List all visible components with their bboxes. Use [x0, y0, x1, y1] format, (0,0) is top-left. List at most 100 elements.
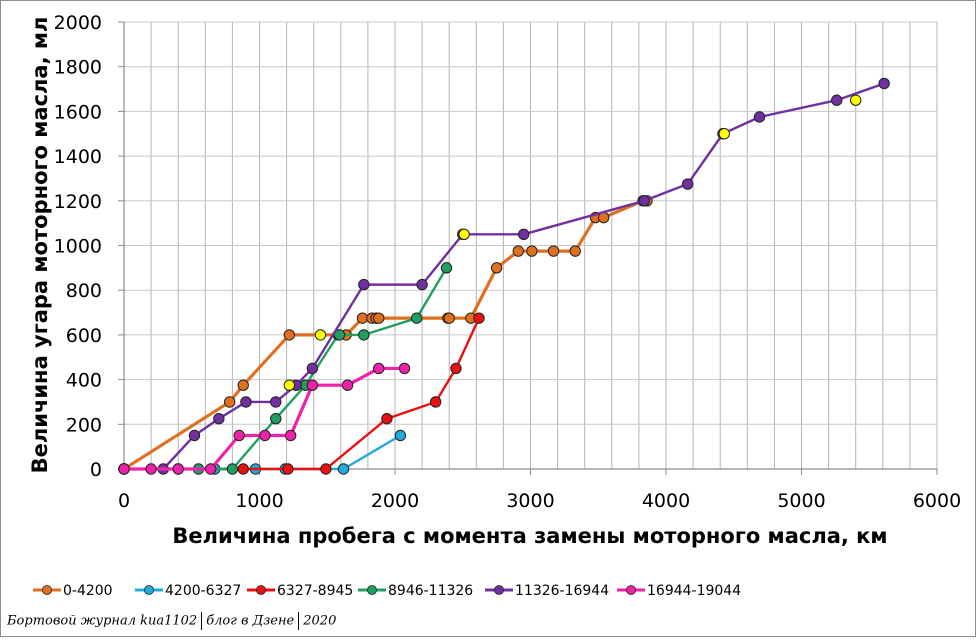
data-point [223, 396, 236, 408]
legend-marker-icon [256, 585, 266, 595]
footer-year: 2020 [303, 613, 337, 629]
y-tick-label: 1800 [54, 57, 102, 79]
x-axis-title: Величина пробега с момента замены моторн… [172, 524, 887, 548]
highlight-point [718, 128, 730, 140]
data-point [450, 362, 462, 375]
footer-separator [201, 612, 203, 630]
legend-item-11326-16944[interactable]: 11326-16944 [485, 583, 609, 599]
data-point [259, 429, 271, 442]
highlight-point [458, 228, 470, 241]
data-point [473, 312, 485, 324]
y-tick-label: 600 [66, 325, 102, 347]
highlight-point [283, 379, 296, 391]
chart-grid [124, 21, 938, 469]
legend-item-0-4200[interactable]: 0-4200 [33, 583, 113, 599]
series-line [124, 317, 481, 471]
data-point [512, 245, 525, 257]
data-point [283, 329, 296, 341]
legend-marker-icon [42, 585, 52, 595]
data-point [518, 228, 530, 241]
data-point [443, 312, 455, 324]
legend-marker-icon [494, 585, 504, 595]
data-point [118, 463, 130, 475]
x-tick-label: 6000 [913, 490, 961, 512]
y-tick-label: 800 [66, 280, 102, 302]
data-point [356, 312, 369, 324]
y-axis-title: Величина угара моторного масла, мл [28, 17, 52, 474]
data-point [681, 178, 694, 190]
legend-label: 8946-11326 [388, 583, 473, 599]
data-point [240, 396, 252, 408]
data-point [172, 463, 184, 475]
y-tick-label: 0 [90, 459, 102, 481]
x-tick-label: 3000 [506, 490, 554, 512]
data-point [320, 463, 332, 475]
data-point [337, 463, 350, 475]
data-point [358, 278, 370, 291]
data-point [440, 262, 453, 274]
data-point [306, 379, 319, 391]
data-point [398, 362, 411, 375]
series-16944-19044 [118, 362, 411, 475]
data-point [306, 362, 319, 375]
highlight-point [314, 329, 327, 341]
data-point [270, 396, 282, 408]
data-point [358, 329, 370, 341]
y-tick-label: 1200 [54, 191, 102, 213]
series-line [124, 366, 405, 471]
data-point [410, 312, 423, 324]
data-point [569, 245, 581, 257]
data-point [284, 429, 297, 442]
footer-credit: Бортовой журнал kиа1102 блог в Дзене 2020 [7, 612, 336, 630]
data-point [213, 413, 225, 425]
x-tick-label: 1000 [235, 490, 283, 512]
legend-marker-icon [144, 585, 154, 595]
data-point [205, 463, 217, 475]
tick-labels: 0 200 400 600 800 1000 1200 1400 1600 1800 2000 0 10… [54, 12, 962, 512]
data-point [490, 262, 503, 274]
data-point [526, 245, 538, 257]
footer-journal: Бортовой журнал kиа1102 [7, 613, 198, 629]
y-tick-label: 2000 [54, 12, 102, 34]
legend-item-16944-19044[interactable]: 16944-19044 [617, 583, 741, 599]
data-point [270, 413, 282, 425]
x-tick-label: 0 [118, 490, 130, 512]
footer-separator [298, 612, 300, 630]
data-point [373, 312, 385, 324]
data-point [237, 379, 249, 391]
data-point [638, 195, 651, 207]
footer-blog: блог в Дзене [206, 613, 295, 629]
data-point [373, 362, 385, 375]
legend-label: 16944-19044 [647, 583, 741, 599]
legend-item-6327-8945[interactable]: 6327-8945 [247, 583, 353, 599]
data-point [753, 111, 766, 123]
highlight-point [850, 94, 862, 106]
y-tick-label: 1600 [54, 101, 102, 123]
series-line [124, 82, 885, 471]
y-tick-label: 1400 [54, 146, 102, 168]
data-point [282, 463, 294, 475]
legend-label: 4200-6327 [165, 583, 241, 599]
data-point [416, 278, 428, 291]
series-6327-8945 [118, 312, 485, 475]
data-point [429, 396, 442, 408]
legend-label: 0-4200 [63, 583, 113, 599]
legend-item-8946-11326[interactable]: 8946-11326 [358, 583, 473, 599]
legend-marker-icon [626, 585, 636, 595]
legend: 0-4200 4200-6327 6327-8945 8946-11326 11326-… [33, 583, 741, 599]
x-tick-label: 2000 [371, 490, 419, 512]
data-point [341, 379, 354, 391]
data-point [381, 413, 393, 425]
series-11326-16944 [118, 77, 890, 475]
x-tick-label: 5000 [777, 490, 825, 512]
data-point [188, 429, 201, 442]
legend-label: 6327-8945 [277, 583, 353, 599]
x-tick-label: 4000 [642, 490, 690, 512]
legend-item-4200-6327[interactable]: 4200-6327 [135, 583, 241, 599]
data-point [878, 77, 890, 90]
legend-label: 11326-16944 [515, 583, 609, 599]
y-tick-label: 200 [66, 414, 102, 436]
data-point [145, 463, 157, 475]
